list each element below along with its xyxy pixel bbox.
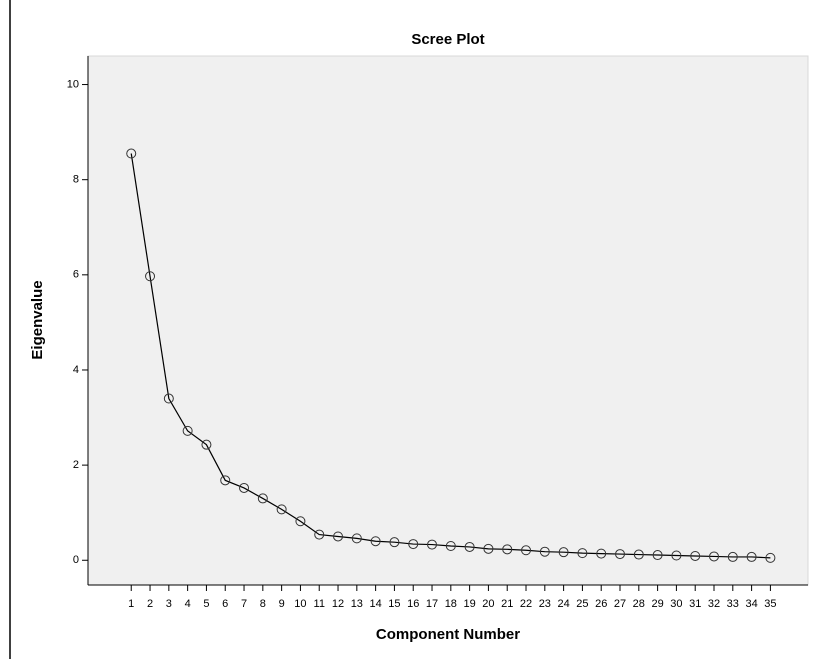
x-tick-label: 25 (576, 598, 588, 610)
point (521, 545, 532, 556)
point (201, 439, 212, 450)
point (351, 533, 362, 544)
point (276, 504, 287, 515)
x-tick-label: 10 (294, 598, 306, 610)
x-tick-label: 32 (708, 598, 720, 610)
x-tick-label: 6 (222, 598, 228, 610)
x-tick-label: 14 (369, 598, 381, 610)
x-axis-title: Component Number (376, 626, 520, 643)
point (671, 550, 682, 561)
x-tick-label: 20 (482, 598, 494, 610)
point (652, 550, 663, 561)
x-tick-label: 9 (279, 598, 285, 610)
y-tick-label: 6 (73, 269, 79, 281)
series-line (130, 153, 771, 559)
point (314, 529, 325, 540)
point (746, 551, 757, 562)
y-tick-label: 4 (73, 364, 79, 376)
x-tick-label: 22 (520, 598, 532, 610)
point (539, 546, 550, 557)
x-tick-label: 31 (689, 598, 701, 610)
point (145, 271, 156, 282)
y-tick-label: 10 (67, 78, 79, 90)
x-tick-label: 19 (463, 598, 475, 610)
x-tick-label: 3 (166, 598, 172, 610)
x-tick-label: 18 (445, 598, 457, 610)
x-tick-label: 7 (241, 598, 247, 610)
point (333, 531, 344, 542)
y-tick-label: 8 (73, 174, 79, 186)
point (126, 148, 137, 159)
x-tick-label: 29 (651, 598, 663, 610)
x-tick-label: 16 (407, 598, 419, 610)
x-tick-label: 2 (147, 598, 153, 610)
point (182, 425, 193, 436)
point (239, 482, 250, 493)
x-tick-label: 26 (595, 598, 607, 610)
point (577, 548, 588, 559)
point (370, 536, 381, 547)
x-tick-label: 34 (745, 598, 757, 610)
x-tick-label: 1 (128, 598, 134, 610)
x-tick-label: 15 (388, 598, 400, 610)
chart-title: Scree Plot (411, 31, 484, 48)
x-tick-label: 33 (727, 598, 739, 610)
x-tick-label: 30 (670, 598, 682, 610)
point (596, 548, 607, 559)
x-tick-label: 28 (633, 598, 645, 610)
point (558, 547, 569, 558)
y-axis-title: Eigenvalue (29, 280, 46, 359)
point (765, 552, 776, 563)
x-tick-label: 24 (557, 598, 569, 610)
point (483, 543, 494, 554)
point (464, 541, 475, 552)
x-tick-label: 21 (501, 598, 513, 610)
plot-area (87, 55, 809, 586)
point (257, 493, 268, 504)
y-tick-label: 2 (73, 459, 79, 471)
x-tick-label: 4 (185, 598, 191, 610)
x-tick-label: 27 (614, 598, 626, 610)
point (445, 540, 456, 551)
point (690, 550, 701, 561)
y-tick-label: 0 (73, 554, 79, 566)
x-tick-label: 11 (314, 598, 325, 610)
point (502, 544, 513, 555)
point (427, 539, 438, 550)
x-tick-label: 12 (332, 598, 344, 610)
point (163, 393, 174, 404)
point (408, 539, 419, 550)
point (633, 549, 644, 560)
x-tick-label: 23 (539, 598, 551, 610)
point (389, 537, 400, 548)
x-tick-label: 8 (260, 598, 266, 610)
x-tick-label: 35 (764, 598, 776, 610)
x-tick-label: 13 (351, 598, 363, 610)
point (220, 475, 231, 486)
point (727, 551, 738, 562)
point (615, 549, 626, 560)
point (709, 551, 720, 562)
x-tick-label: 5 (203, 598, 209, 610)
x-tick-label: 17 (426, 598, 438, 610)
point (295, 516, 306, 527)
